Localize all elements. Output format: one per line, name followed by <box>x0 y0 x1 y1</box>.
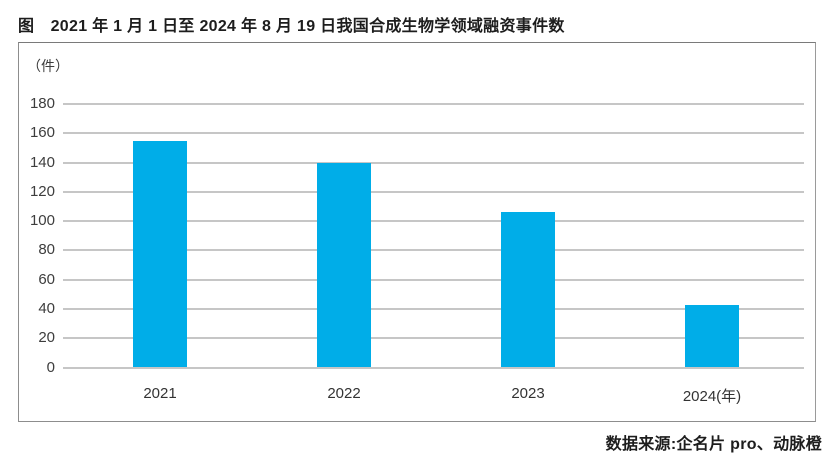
x-tick-label-2023: 2023 <box>511 385 545 402</box>
gridline-100 <box>63 220 804 223</box>
y-tick-label-120: 120 <box>29 182 55 200</box>
y-axis-unit-label: （件） <box>27 58 69 74</box>
y-tick-label-180: 180 <box>29 95 55 112</box>
bar-2022 <box>317 162 371 368</box>
gridline-160 <box>63 132 804 135</box>
x-tick-label-2024(年): 2024(年) <box>682 388 742 405</box>
gridline-80 <box>63 249 804 252</box>
y-tick-label-20: 20 <box>38 329 55 347</box>
chart-frame: （件） 0 20 40 60 80 100 120 140 160 180 2021 2022 2023… <box>18 42 816 422</box>
data-source-label: 数据来源:企名片 pro、动脉橙 <box>605 436 822 453</box>
y-tick-label-80: 80 <box>38 241 55 259</box>
figure-title: 图 2021 年 1 月 1 日至 2024 年 8 月 19 日我国合成生物学… <box>18 18 565 35</box>
gridline-40 <box>63 307 804 310</box>
y-tick-label-40: 40 <box>38 299 55 317</box>
gridline-60 <box>63 278 804 281</box>
x-tick-label-2022: 2022 <box>327 385 361 402</box>
gridline-0 <box>63 366 804 369</box>
y-tick-label-160: 160 <box>29 124 55 142</box>
gridline-140 <box>63 161 804 164</box>
gridline-120 <box>63 190 804 193</box>
gridline-20 <box>63 337 804 340</box>
bar-2024(年) <box>685 304 739 368</box>
y-tick-label-0: 0 <box>46 358 55 376</box>
x-tick-label-2021: 2021 <box>143 385 177 402</box>
bar-2021 <box>133 140 187 368</box>
bar-2023 <box>501 212 555 368</box>
gridline-180 <box>63 103 804 105</box>
y-tick-label-60: 60 <box>38 270 55 288</box>
y-tick-label-140: 140 <box>29 153 55 171</box>
y-tick-label-100: 100 <box>29 212 55 230</box>
